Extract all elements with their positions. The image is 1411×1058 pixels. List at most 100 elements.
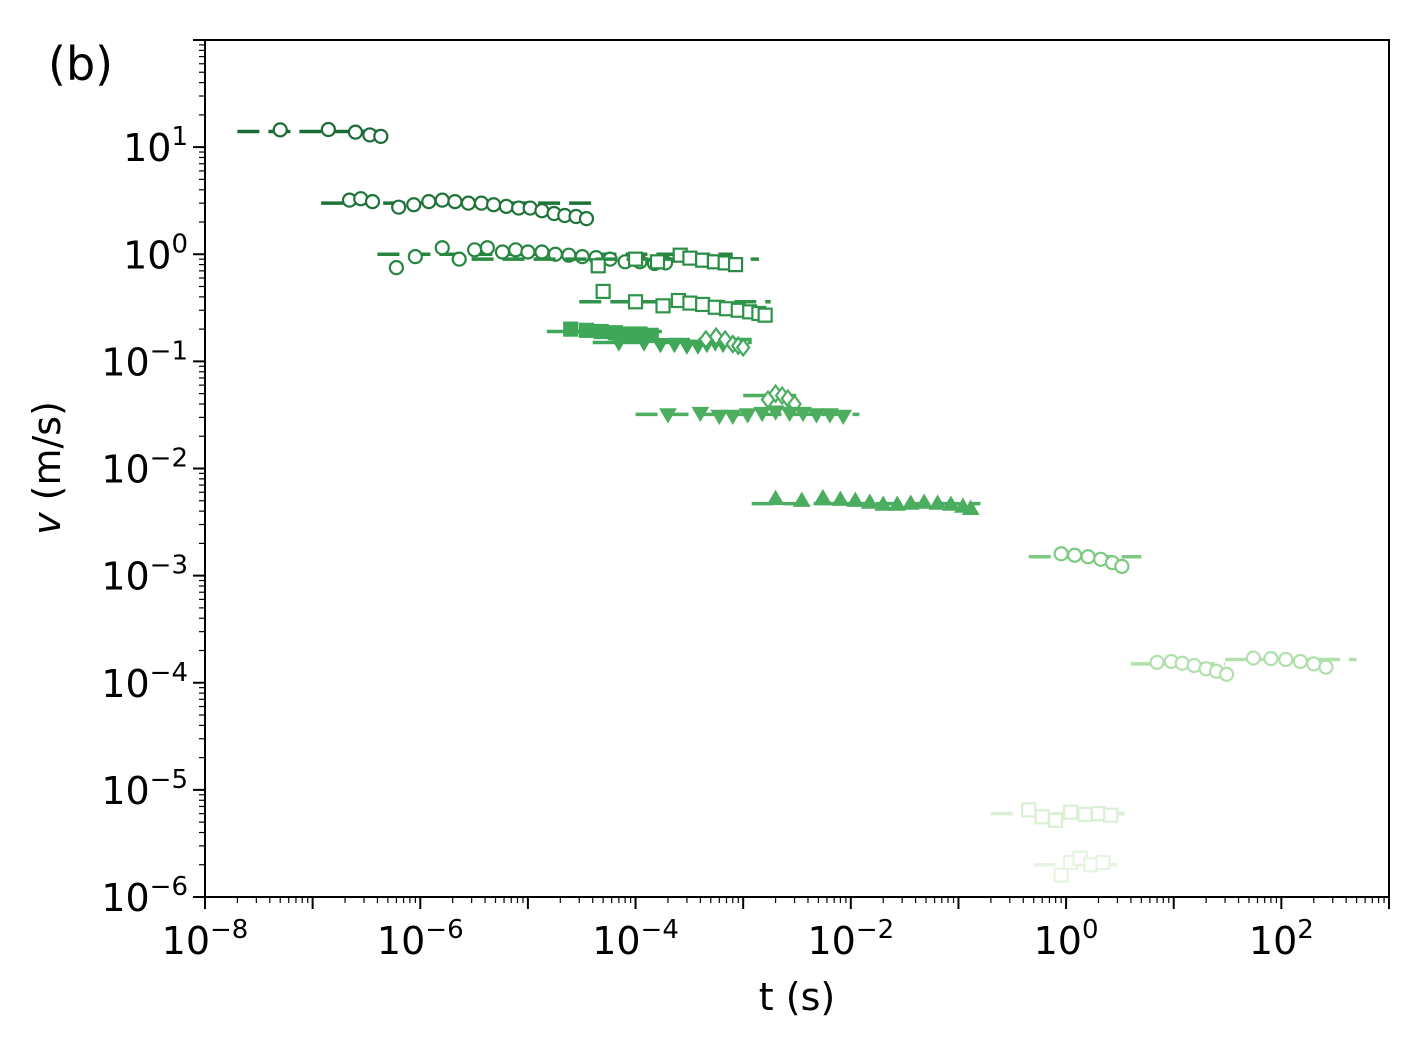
series-11-point-1 bbox=[1067, 547, 1083, 563]
series-1-point-6 bbox=[434, 192, 450, 208]
series-13-point-3 bbox=[1292, 653, 1308, 670]
series-0 bbox=[237, 121, 389, 144]
series-1-point-11 bbox=[498, 198, 514, 214]
series-12-point-6 bbox=[1219, 666, 1235, 682]
panel-label: (b) bbox=[48, 37, 113, 91]
series-14-point-0 bbox=[1021, 802, 1037, 818]
x-tick-label: 100 bbox=[1034, 915, 1099, 963]
series-4-point-5 bbox=[695, 296, 711, 313]
series-3-point-8 bbox=[727, 257, 744, 273]
series-0-point-1 bbox=[320, 121, 336, 138]
series-13-point-4 bbox=[1306, 656, 1322, 672]
x-tick-label: 10−6 bbox=[377, 915, 464, 963]
series-13-point-2 bbox=[1278, 651, 1294, 668]
series-7-point-5 bbox=[735, 337, 751, 358]
series-6-point-2 bbox=[651, 337, 670, 354]
series-4-point-4 bbox=[682, 295, 698, 311]
x-tick-label: 102 bbox=[1249, 915, 1314, 963]
series-11-point-2 bbox=[1080, 549, 1096, 565]
series-1-point-8 bbox=[460, 195, 477, 211]
series-0-point-2 bbox=[347, 124, 364, 140]
series-4 bbox=[579, 283, 773, 323]
series-0-point-0 bbox=[272, 122, 288, 138]
series-9 bbox=[635, 405, 860, 426]
y-tick-label: 10−2 bbox=[101, 444, 188, 492]
plot-area bbox=[237, 121, 1357, 883]
series-0-point-4 bbox=[373, 128, 389, 144]
series-9-point-2 bbox=[710, 409, 729, 426]
series-13-point-5 bbox=[1318, 659, 1334, 675]
series-10-point-5 bbox=[860, 493, 879, 509]
series-4-point-1 bbox=[627, 294, 644, 310]
series-13-point-1 bbox=[1263, 651, 1279, 667]
series-2-point-9 bbox=[534, 244, 550, 260]
series-2-point-5 bbox=[479, 240, 495, 256]
series-10-point-4 bbox=[846, 491, 865, 507]
series-10-point-2 bbox=[813, 488, 832, 505]
series-10-point-1 bbox=[792, 491, 811, 507]
series-9-point-0 bbox=[659, 408, 677, 424]
series-2-point-4 bbox=[467, 242, 483, 258]
series-9-point-6 bbox=[766, 405, 785, 421]
y-tick-label: 10−5 bbox=[101, 765, 188, 813]
series-9-point-7 bbox=[780, 406, 799, 423]
series-9-point-3 bbox=[723, 409, 742, 426]
series-1-point-2 bbox=[364, 194, 381, 210]
series-9-point-9 bbox=[807, 408, 826, 424]
series-1-point-14 bbox=[534, 203, 550, 219]
series-14-point-4 bbox=[1077, 806, 1093, 823]
series-13 bbox=[1225, 650, 1357, 675]
series-3-point-2 bbox=[649, 254, 666, 270]
series-12 bbox=[1130, 653, 1235, 682]
series-10-point-0 bbox=[766, 489, 785, 506]
series-7 bbox=[667, 326, 752, 358]
series-14-point-3 bbox=[1062, 804, 1079, 820]
series-2-point-2 bbox=[434, 240, 450, 256]
series-14-point-6 bbox=[1103, 807, 1119, 823]
series-11-point-5 bbox=[1114, 558, 1130, 574]
y-tick-label: 101 bbox=[123, 122, 188, 170]
series-1 bbox=[321, 191, 599, 227]
series-3 bbox=[471, 247, 759, 274]
series-9-point-1 bbox=[691, 406, 710, 423]
series-3-point-1 bbox=[627, 251, 644, 267]
series-10-point-13 bbox=[961, 499, 980, 515]
series-1-point-5 bbox=[421, 194, 437, 210]
y-tick-label: 10−3 bbox=[101, 551, 188, 599]
series-2-point-12 bbox=[574, 249, 590, 265]
series-9-point-11 bbox=[834, 409, 853, 426]
series-12-point-2 bbox=[1174, 655, 1190, 671]
x-tick-label: 10−2 bbox=[807, 915, 894, 963]
series-15 bbox=[1033, 850, 1125, 883]
series-1-point-4 bbox=[406, 197, 422, 213]
series-15-point-0 bbox=[1053, 867, 1069, 883]
y-tick-label: 10−4 bbox=[101, 658, 188, 706]
y-axis: 10−6 10−5 10−4 10−3 10−2 10−1 100 101 bbox=[101, 39, 205, 920]
series-10-point-11 bbox=[941, 495, 960, 511]
series-9-point-5 bbox=[753, 406, 772, 423]
series-5-point-2 bbox=[593, 323, 609, 340]
series-2-point-1 bbox=[407, 249, 423, 265]
series-9-point-10 bbox=[821, 408, 839, 424]
series-10-point-3 bbox=[831, 490, 850, 506]
series-11-point-0 bbox=[1053, 546, 1069, 562]
series-10-point-9 bbox=[915, 493, 934, 509]
series-15-point-4 bbox=[1095, 854, 1111, 871]
x-axis: 10−8 10−6 10−4 10−2 100 102 bbox=[162, 897, 1390, 963]
series-10-point-7 bbox=[888, 495, 907, 511]
series-2-point-8 bbox=[520, 244, 536, 260]
series-12-point-0 bbox=[1149, 654, 1165, 670]
series-1-point-9 bbox=[473, 195, 490, 211]
y-axis-label-symbol: v bbox=[25, 512, 69, 535]
series-5 bbox=[546, 321, 668, 343]
series-6-point-0 bbox=[609, 336, 628, 352]
series-3-point-4 bbox=[682, 250, 698, 266]
x-tick-label: 10−8 bbox=[162, 915, 249, 963]
series-9-point-4 bbox=[738, 408, 757, 424]
x-tick-label: 10−4 bbox=[592, 915, 679, 963]
series-9-point-8 bbox=[794, 406, 812, 423]
y-axis-label-units: (m/s) bbox=[25, 401, 69, 512]
y-tick-label: 100 bbox=[123, 229, 188, 277]
series-2-point-3 bbox=[451, 251, 467, 267]
y-tick-label: 10−6 bbox=[101, 872, 188, 920]
